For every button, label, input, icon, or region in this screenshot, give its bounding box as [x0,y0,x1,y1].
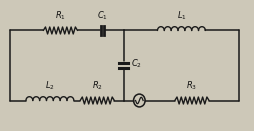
Text: $L_2$: $L_2$ [45,80,55,92]
Text: $C_1$: $C_1$ [97,10,108,22]
Text: $R_3$: $R_3$ [186,80,197,92]
Text: $R_1$: $R_1$ [55,10,66,22]
Text: $C_2$: $C_2$ [130,58,141,70]
Text: $L_1$: $L_1$ [176,10,186,22]
Text: $R_2$: $R_2$ [91,80,102,92]
